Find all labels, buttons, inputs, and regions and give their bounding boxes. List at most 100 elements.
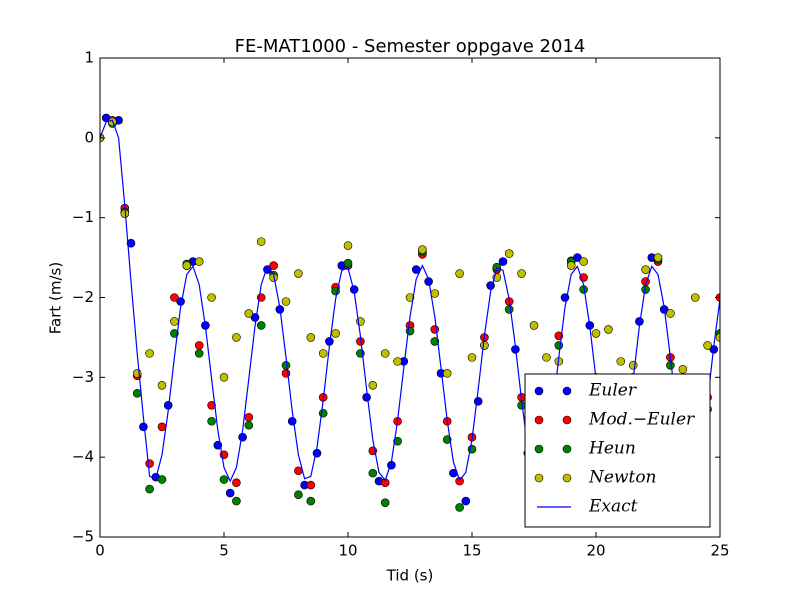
data-point bbox=[504, 305, 514, 314]
data-point bbox=[170, 329, 179, 338]
x-tick-label: 5 bbox=[219, 542, 229, 560]
legend-label: Euler bbox=[588, 381, 637, 401]
y-tick-label: 1 bbox=[84, 49, 94, 67]
data-point bbox=[170, 293, 179, 302]
data-point bbox=[256, 321, 266, 330]
data-point bbox=[343, 241, 353, 250]
data-point bbox=[498, 257, 508, 266]
data-point bbox=[690, 293, 700, 302]
data-point bbox=[306, 496, 316, 506]
data-point bbox=[256, 237, 266, 246]
data-point bbox=[504, 249, 514, 258]
legend-marker bbox=[562, 444, 572, 454]
chart-title: FE-MAT1000 - Semester oppgave 2014 bbox=[235, 36, 586, 57]
legend-label: Exact bbox=[588, 497, 638, 517]
data-point bbox=[225, 488, 235, 498]
data-point bbox=[554, 341, 564, 350]
data-point bbox=[306, 480, 316, 490]
data-point bbox=[616, 357, 626, 366]
y-tick-label: −5 bbox=[72, 528, 94, 546]
data-point bbox=[139, 422, 148, 432]
data-point bbox=[566, 261, 576, 270]
legend-marker bbox=[534, 444, 544, 454]
data-point bbox=[529, 321, 539, 330]
x-tick-label: 15 bbox=[462, 542, 481, 560]
data-point bbox=[294, 269, 303, 278]
data-point bbox=[219, 475, 229, 484]
data-point bbox=[467, 353, 477, 362]
data-point bbox=[157, 422, 167, 432]
data-point bbox=[517, 269, 526, 278]
y-tick-label: −2 bbox=[72, 288, 94, 306]
data-point bbox=[126, 238, 136, 248]
legend-marker bbox=[534, 386, 544, 396]
data-point bbox=[430, 337, 440, 346]
data-point bbox=[653, 253, 663, 262]
data-point bbox=[430, 325, 440, 334]
data-point bbox=[703, 341, 712, 350]
data-point bbox=[418, 245, 427, 254]
y-tick-label: −4 bbox=[72, 448, 94, 466]
data-point bbox=[207, 416, 216, 426]
legend-marker bbox=[534, 473, 544, 483]
data-point bbox=[368, 381, 378, 390]
data-point bbox=[405, 326, 415, 336]
data-point bbox=[170, 317, 179, 326]
legend-marker bbox=[562, 473, 572, 483]
data-point bbox=[281, 369, 291, 378]
x-tick-label: 20 bbox=[586, 542, 605, 560]
data-point bbox=[194, 341, 204, 350]
data-point bbox=[331, 329, 340, 338]
data-point bbox=[145, 459, 154, 468]
data-point bbox=[318, 408, 328, 418]
data-point bbox=[380, 349, 390, 358]
legend-label: Mod.−Euler bbox=[588, 410, 695, 430]
y-axis-label: Fart (m/s) bbox=[47, 262, 65, 334]
data-point bbox=[287, 416, 297, 426]
data-point bbox=[678, 365, 688, 374]
legend-label: Newton bbox=[588, 468, 657, 488]
data-point bbox=[405, 293, 415, 302]
data-point bbox=[207, 400, 216, 410]
data-point bbox=[628, 361, 638, 370]
data-point bbox=[591, 329, 601, 338]
legend-marker bbox=[562, 415, 572, 425]
data-point bbox=[362, 392, 371, 402]
data-point bbox=[715, 333, 720, 342]
legend-marker bbox=[534, 415, 544, 425]
data-point bbox=[145, 349, 154, 358]
data-point bbox=[182, 261, 192, 270]
legend-label: Heun bbox=[588, 439, 636, 459]
data-point bbox=[442, 369, 452, 378]
x-tick-label: 10 bbox=[338, 542, 357, 560]
data-point bbox=[343, 258, 353, 268]
data-point bbox=[219, 373, 229, 382]
data-point bbox=[455, 503, 464, 512]
data-point bbox=[232, 496, 241, 506]
data-point bbox=[380, 498, 390, 507]
data-point bbox=[579, 257, 588, 266]
data-point bbox=[145, 484, 154, 494]
data-point bbox=[542, 353, 551, 362]
x-tick-label: 0 bbox=[95, 542, 105, 560]
data-point bbox=[207, 293, 216, 302]
data-point bbox=[232, 333, 241, 342]
x-tick-label: 25 bbox=[710, 542, 729, 560]
data-point bbox=[232, 478, 241, 488]
data-point bbox=[393, 436, 402, 446]
data-point bbox=[244, 420, 254, 430]
data-point bbox=[194, 257, 204, 266]
data-point bbox=[666, 309, 675, 318]
x-axis-label: Tid (s) bbox=[386, 567, 434, 585]
data-point bbox=[244, 412, 254, 422]
data-point bbox=[244, 309, 254, 318]
data-point bbox=[157, 381, 167, 390]
data-point bbox=[306, 333, 316, 342]
legend-marker bbox=[562, 386, 572, 396]
data-point bbox=[393, 357, 402, 366]
data-point bbox=[269, 261, 278, 270]
data-point bbox=[604, 325, 613, 334]
data-point bbox=[281, 297, 291, 306]
data-point bbox=[294, 490, 303, 499]
